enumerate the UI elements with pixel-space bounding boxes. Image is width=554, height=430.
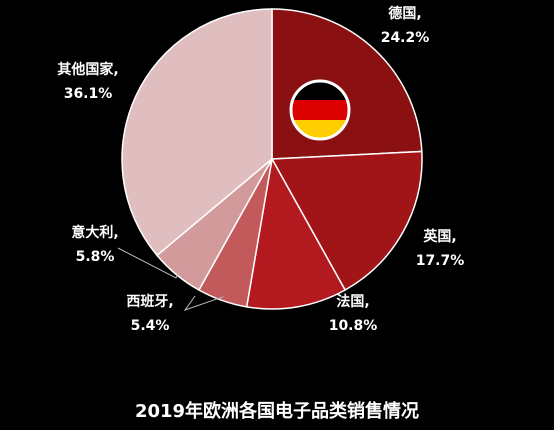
value-label: 10.8% bbox=[329, 318, 378, 334]
pie-slice bbox=[121, 8, 273, 257]
value-label: 36.1% bbox=[64, 86, 113, 102]
slice-label: 德国, bbox=[388, 5, 421, 22]
value-label: 5.8% bbox=[76, 249, 115, 265]
slice-label: 意大利, bbox=[71, 224, 118, 241]
chart-title: 2019年欧洲各国电子品类销售情况 bbox=[135, 400, 419, 422]
value-label: 17.7% bbox=[416, 253, 465, 269]
slice-label: 英国, bbox=[422, 228, 456, 245]
slice-label: 法国, bbox=[336, 293, 369, 310]
pie-slice bbox=[245, 156, 347, 310]
pie bbox=[121, 8, 423, 310]
pie-slice bbox=[270, 150, 423, 292]
value-label: 24.2% bbox=[381, 30, 430, 46]
leader-line bbox=[183, 295, 224, 311]
slice-label: 其他国家, bbox=[57, 61, 118, 78]
flag-icon bbox=[289, 79, 351, 141]
leader-line bbox=[117, 247, 180, 279]
value-label: 5.4% bbox=[131, 318, 170, 334]
slice-label: 西班牙, bbox=[126, 293, 173, 310]
